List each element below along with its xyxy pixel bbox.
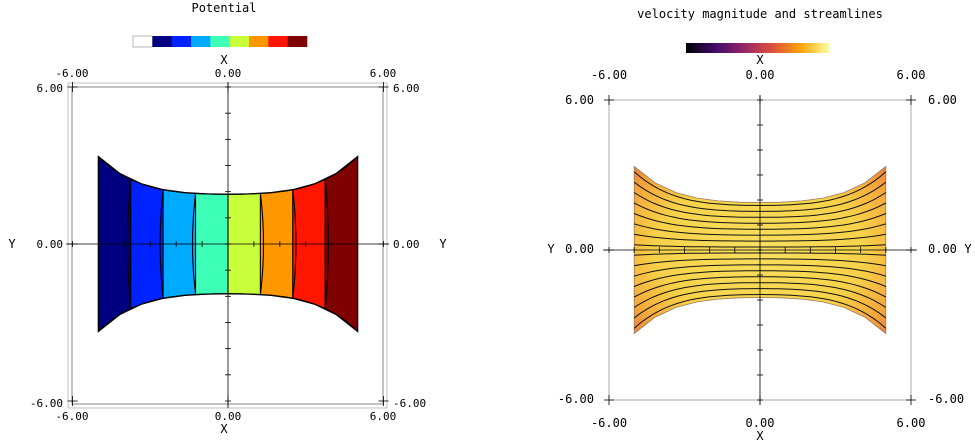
velocity-colorbar xyxy=(686,43,830,53)
x-tick-label: 6.00 xyxy=(897,416,926,430)
colorbar-tick-label: -0.5 xyxy=(181,15,200,24)
colorbar-swatch xyxy=(287,36,308,47)
colorbar-swatch xyxy=(152,36,172,47)
colorbar-swatch xyxy=(132,35,153,48)
y-axis-label-left: Y xyxy=(8,237,16,251)
plot-axes xyxy=(603,95,917,405)
x-axis-label-top: X xyxy=(756,53,764,67)
y-tick-label: 0.00 xyxy=(393,238,420,251)
x-tick-label: -6.00 xyxy=(55,410,88,423)
y-tick-label: 6.00 xyxy=(565,93,594,107)
colorbar-tick-label: 0.5 xyxy=(262,15,277,24)
chart-title: Potential xyxy=(191,1,256,15)
y-tick-label: -6.00 xyxy=(30,397,63,410)
y-tick-label: 0.00 xyxy=(37,238,64,251)
x-tick-label: 0.00 xyxy=(215,67,242,80)
y-tick-label: 6.00 xyxy=(393,82,420,95)
y-tick-label: -6.00 xyxy=(928,392,964,406)
colorbar-swatch xyxy=(268,36,288,47)
domain-outline xyxy=(97,155,359,333)
colorbar-swatch xyxy=(249,36,269,47)
colorbar-swatch xyxy=(171,36,192,47)
potential-panel: Potential -1.0e+00 -0.5 0 0.5 1.0e+00 X X Y … xyxy=(8,1,447,436)
y-axis-label-right: Y xyxy=(964,242,972,256)
y-tick-label: 0.00 xyxy=(928,242,957,256)
x-tick-label: 0.00 xyxy=(746,416,775,430)
x-tick-label: 0.00 xyxy=(215,410,242,423)
x-tick-label: -6.00 xyxy=(55,67,88,80)
y-tick-label: -6.00 xyxy=(393,397,426,410)
x-tick-label: -6.00 xyxy=(591,68,627,82)
colorbar-swatch xyxy=(191,36,211,47)
y-tick-label: 6.00 xyxy=(928,93,957,107)
y-axis-label-left: Y xyxy=(547,242,555,256)
x-tick-label: -6.00 xyxy=(591,416,627,430)
x-axis-label-top: X xyxy=(220,53,228,67)
colorbar-swatch xyxy=(210,36,230,47)
colorbar-tick-label: 0 xyxy=(228,15,233,24)
colorbar-tick-label: 1.0e+00 xyxy=(291,15,325,24)
x-tick-label: 6.00 xyxy=(370,410,397,423)
plot-axes xyxy=(66,82,389,408)
x-axis-label-bottom: X xyxy=(756,429,764,443)
potential-colorbar-ticks: -1.0e+00 -0.5 0 0.5 1.0e+00 xyxy=(133,15,325,24)
potential-colorbar xyxy=(132,35,308,48)
y-tick-label: 0.00 xyxy=(565,242,594,256)
x-tick-label: 6.00 xyxy=(370,67,397,80)
x-tick-label: 6.00 xyxy=(897,68,926,82)
velocity-panel: velocity magnitude and streamlines X X Y… xyxy=(547,7,972,443)
x-axis-label-bottom: X xyxy=(220,422,228,436)
chart-title: velocity magnitude and streamlines xyxy=(637,7,883,21)
y-tick-label: 6.00 xyxy=(37,82,64,95)
x-tick-label: 0.00 xyxy=(746,68,775,82)
plot-border-outer xyxy=(67,82,388,409)
colorbar-swatch xyxy=(229,36,250,47)
y-axis-label-right: Y xyxy=(439,237,447,251)
y-tick-label: -6.00 xyxy=(558,392,594,406)
colorbar-tick-label: -1.0e+00 xyxy=(133,15,172,24)
